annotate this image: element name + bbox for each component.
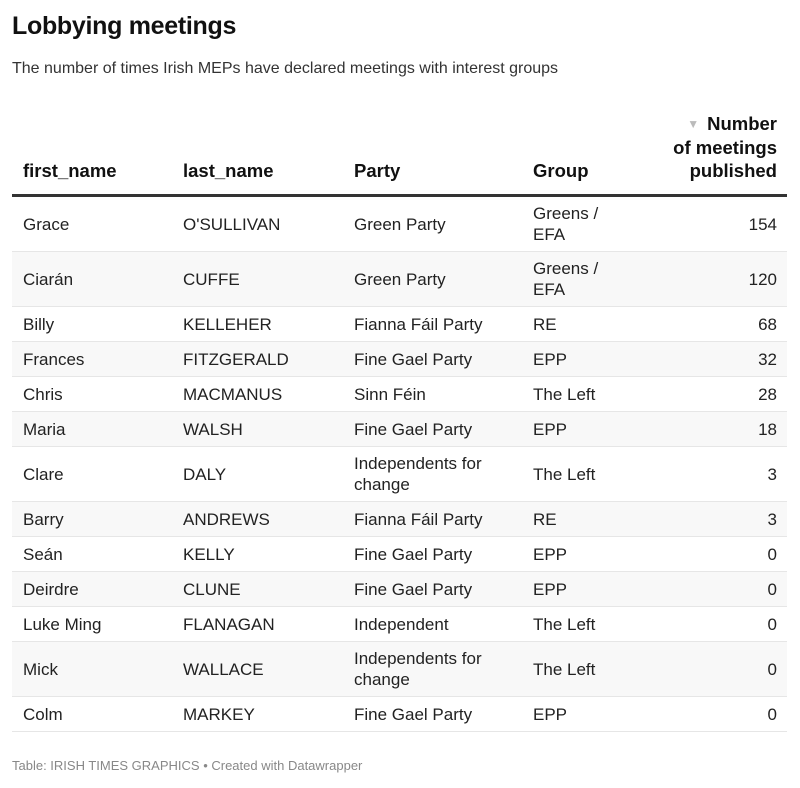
cell-party: Fianna Fáil Party (343, 501, 522, 537)
cell-meetings: 3 (642, 446, 787, 502)
cell-meetings: 120 (642, 251, 787, 307)
cell-last-name: DALY (172, 446, 343, 502)
cell-last-name: FITZGERALD (172, 341, 343, 377)
cell-first-name: Billy (12, 306, 172, 342)
sort-descending-icon: ▼ (687, 117, 700, 131)
cell-meetings: 0 (642, 696, 787, 732)
header-group[interactable]: Group (522, 112, 642, 197)
cell-first-name: Maria (12, 411, 172, 447)
cell-last-name: KELLY (172, 536, 343, 572)
table-row: Billy KELLEHER Fianna Fáil Party RE 68 (12, 306, 787, 342)
footer-credit: Table: IRISH TIMES GRAPHICS • Created wi… (12, 758, 363, 773)
cell-first-name: Chris (12, 376, 172, 412)
cell-first-name: Mick (12, 641, 172, 697)
cell-meetings: 0 (642, 641, 787, 697)
table-row: Deirdre CLUNE Fine Gael Party EPP 0 (12, 571, 787, 607)
table-row: Mick WALLACE Independents for change The Le… (12, 641, 787, 697)
cell-party: Fine Gael Party (343, 341, 522, 377)
cell-group: RE (522, 306, 642, 342)
cell-last-name: ANDREWS (172, 501, 343, 537)
table-row: Ciarán CUFFE Green Party Greens / EFA 120 (12, 251, 787, 307)
cell-group: EPP (522, 341, 642, 377)
cell-meetings: 28 (642, 376, 787, 412)
header-first-name[interactable]: first_name (12, 112, 172, 197)
cell-first-name: Frances (12, 341, 172, 377)
table-row: Frances FITZGERALD Fine Gael Party EPP 32 (12, 341, 787, 377)
cell-party: Fine Gael Party (343, 536, 522, 572)
header-row: first_name last_name Party Group ▼ Number… (12, 112, 787, 197)
cell-last-name: FLANAGAN (172, 606, 343, 642)
table-row: Clare DALY Independents for change The Left… (12, 446, 787, 502)
cell-meetings: 154 (642, 195, 787, 252)
cell-first-name: Clare (12, 446, 172, 502)
cell-meetings: 0 (642, 536, 787, 572)
cell-group: The Left (522, 446, 642, 502)
meetings-table: first_name last_name Party Group ▼ Number… (12, 112, 787, 732)
table-row: Seán KELLY Fine Gael Party EPP 0 (12, 536, 787, 572)
cell-meetings: 3 (642, 501, 787, 537)
header-meetings[interactable]: ▼ Number of meetings published (642, 112, 787, 197)
cell-last-name: O'SULLIVAN (172, 195, 343, 252)
table-row: Grace O'SULLIVAN Green Party Greens / EFA 15… (12, 195, 787, 252)
cell-group: EPP (522, 536, 642, 572)
cell-last-name: MACMANUS (172, 376, 343, 412)
cell-party: Sinn Féin (343, 376, 522, 412)
cell-group: The Left (522, 606, 642, 642)
cell-first-name: Deirdre (12, 571, 172, 607)
cell-party: Green Party (343, 251, 522, 307)
cell-group: EPP (522, 696, 642, 732)
page-title: Lobbying meetings (12, 12, 237, 40)
cell-last-name: KELLEHER (172, 306, 343, 342)
cell-meetings: 0 (642, 571, 787, 607)
cell-last-name: CUFFE (172, 251, 343, 307)
cell-party: Fianna Fáil Party (343, 306, 522, 342)
cell-group: The Left (522, 376, 642, 412)
cell-party: Fine Gael Party (343, 411, 522, 447)
cell-first-name: Ciarán (12, 251, 172, 307)
cell-first-name: Luke Ming (12, 606, 172, 642)
cell-first-name: Barry (12, 501, 172, 537)
table-row: Colm MARKEY Fine Gael Party EPP 0 (12, 696, 787, 732)
cell-first-name: Seán (12, 536, 172, 572)
cell-group: RE (522, 501, 642, 537)
table-row: Maria WALSH Fine Gael Party EPP 18 (12, 411, 787, 447)
header-last-name[interactable]: last_name (172, 112, 343, 197)
cell-party: Independents for change (343, 641, 522, 697)
table-row: Luke Ming FLANAGAN Independent The Left 0 (12, 606, 787, 642)
cell-meetings: 68 (642, 306, 787, 342)
cell-group: EPP (522, 411, 642, 447)
subtitle: The number of times Irish MEPs have decl… (12, 60, 559, 77)
table-row: Barry ANDREWS Fianna Fáil Party RE 3 (12, 501, 787, 537)
cell-party: Green Party (343, 195, 522, 252)
cell-party: Independent (343, 606, 522, 642)
cell-group: EPP (522, 571, 642, 607)
cell-first-name: Colm (12, 696, 172, 732)
cell-first-name: Grace (12, 195, 172, 252)
cell-party: Fine Gael Party (343, 571, 522, 607)
header-party[interactable]: Party (343, 112, 522, 197)
cell-group: Greens / EFA (522, 195, 642, 252)
cell-group: The Left (522, 641, 642, 697)
cell-party: Independents for change (343, 446, 522, 502)
cell-last-name: MARKEY (172, 696, 343, 732)
cell-meetings: 18 (642, 411, 787, 447)
cell-last-name: WALLACE (172, 641, 343, 697)
cell-last-name: WALSH (172, 411, 343, 447)
cell-meetings: 32 (642, 341, 787, 377)
cell-last-name: CLUNE (172, 571, 343, 607)
cell-group: Greens / EFA (522, 251, 642, 307)
cell-meetings: 0 (642, 606, 787, 642)
cell-party: Fine Gael Party (343, 696, 522, 732)
table-row: Chris MACMANUS Sinn Féin The Left 28 (12, 376, 787, 412)
